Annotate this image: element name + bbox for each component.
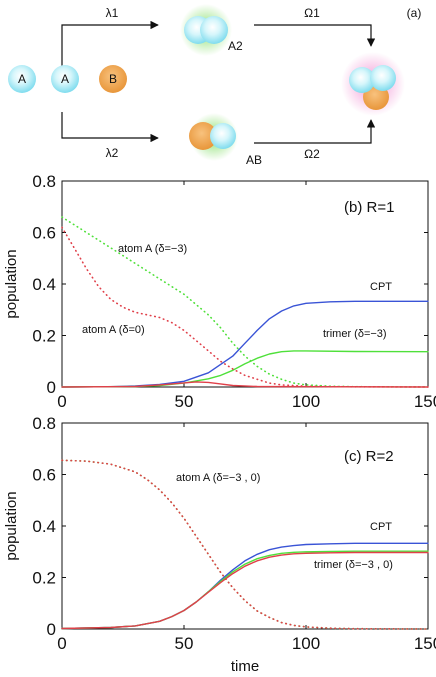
label-lambda2: λ2 xyxy=(106,146,119,160)
panel-label-a: (a) xyxy=(407,6,422,20)
annotation-trimer-c: trimer (δ=−3 , 0) xyxy=(314,559,393,571)
annotation-cpt-b: CPT xyxy=(370,281,392,293)
label-omega2: Ω2 xyxy=(304,147,320,161)
a2-atom-2 xyxy=(200,16,228,44)
label-omega1: Ω1 xyxy=(304,6,320,20)
atom-a-right xyxy=(51,65,79,93)
annotation-atom-a-d0-b: atom A (δ=0) xyxy=(82,324,145,336)
chart-panel-b: 0 50 100 150 0 0.2 0.4 0.6 0.8 (b) R=1 populatio… xyxy=(3,172,436,411)
y-tick-label: 0.2 xyxy=(32,569,56,588)
y-tick-label: 0.2 xyxy=(32,327,56,346)
ab-atom-a xyxy=(210,123,236,149)
atom-b-label: B xyxy=(109,72,117,86)
schematic: λ1 λ2 Ω1 Ω2 (a) A A B A2 AB xyxy=(8,4,421,167)
annotation-atom-a-d-3-b: atom A (δ=−3) xyxy=(118,243,187,255)
y-axis-label-c: population xyxy=(3,491,20,560)
series-line-b-4 xyxy=(61,226,429,388)
y-tick-label: 0.4 xyxy=(32,275,56,294)
y-tick-label: 0.6 xyxy=(32,224,56,243)
x-tick-label: 100 xyxy=(292,392,320,411)
label-a2: A2 xyxy=(228,39,243,53)
x-tick-label: 50 xyxy=(175,392,194,411)
y-tick-label: 0.4 xyxy=(32,517,56,536)
atom-a-left-label: A xyxy=(18,72,26,86)
trimer-atom-a2 xyxy=(370,65,396,91)
label-lambda1: λ1 xyxy=(106,6,119,20)
x-tick-label: 0 xyxy=(57,392,66,411)
annotation-trimer-b: trimer (δ=−3) xyxy=(323,328,387,340)
arrow-lower-branch xyxy=(61,112,159,143)
series-line-c-1 xyxy=(61,542,429,630)
y-axis-label-b: population xyxy=(3,249,20,318)
x-tick-label: 100 xyxy=(292,634,320,653)
panel-label-c: (c) R=2 xyxy=(344,448,394,465)
x-tick-label: 50 xyxy=(175,634,194,653)
x-tick-label: 150 xyxy=(414,392,436,411)
trimer-atom-a1 xyxy=(349,67,375,93)
atom-b xyxy=(99,65,127,93)
y-tick-label: 0.8 xyxy=(32,172,56,191)
y-tick-label: 0.8 xyxy=(32,414,56,433)
series-line-b-1 xyxy=(61,300,429,388)
x-axis-label-c: time xyxy=(231,658,259,675)
series-line-b-5 xyxy=(61,381,429,388)
arrow-omega2 xyxy=(254,119,376,144)
ab-atom-b xyxy=(189,122,217,150)
atom-a-left xyxy=(8,65,36,93)
annotation-cpt-c: CPT xyxy=(370,521,392,533)
label-ab: AB xyxy=(246,153,262,167)
y-tick-label: 0 xyxy=(47,620,56,639)
panel-label-b: (b) R=1 xyxy=(344,199,394,216)
series-line-b-3 xyxy=(61,216,429,388)
series-line-b-2 xyxy=(61,350,429,388)
arrow-omega1 xyxy=(254,24,376,47)
chart-panel-c: 0 50 100 150 0 0.2 0.4 0.6 0.8 (c) R=2 populatio… xyxy=(3,414,436,675)
series-line-c-4 xyxy=(61,459,429,630)
atom-a-right-label: A xyxy=(61,72,69,86)
x-tick-label: 150 xyxy=(414,634,436,653)
annotation-atom-a-c: atom A (δ=−3 , 0) xyxy=(176,472,260,484)
series-line-c-3 xyxy=(61,551,429,630)
y-tick-label: 0.6 xyxy=(32,466,56,485)
y-tick-label: 0 xyxy=(47,378,56,397)
series-line-c-5 xyxy=(61,459,429,630)
x-tick-label: 0 xyxy=(57,634,66,653)
arrow-upper-branch xyxy=(61,20,159,70)
